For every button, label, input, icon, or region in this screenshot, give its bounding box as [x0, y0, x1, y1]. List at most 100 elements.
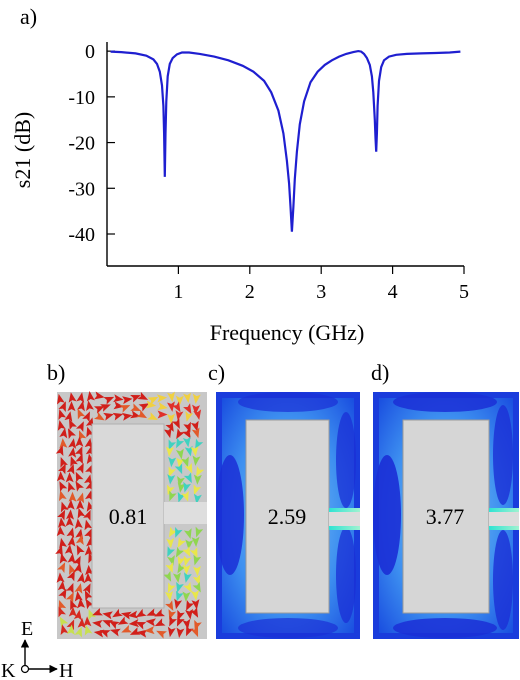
- current-arrow: [112, 412, 124, 421]
- current-arrow: [183, 481, 191, 493]
- current-arrow: [92, 619, 103, 628]
- current-arrow: [58, 463, 66, 475]
- x-tick-label: 1: [173, 281, 183, 303]
- current-arrow: [154, 608, 165, 617]
- current-arrow: [184, 462, 193, 474]
- current-arrow: [167, 582, 176, 594]
- current-arrow: [193, 493, 202, 505]
- current-arrow: [190, 446, 199, 457]
- current-arrow: [119, 405, 131, 413]
- current-arrow: [194, 619, 202, 631]
- current-arrow: [57, 420, 66, 431]
- current-arrow: [103, 412, 114, 421]
- current-arrow: [175, 448, 184, 460]
- current-arrow: [191, 427, 200, 439]
- current-arrow: [182, 436, 191, 448]
- y-tick-label: -30: [68, 178, 95, 200]
- current-arrow: [75, 462, 84, 474]
- k-label: K: [1, 660, 16, 680]
- current-arrow: [65, 591, 74, 603]
- current-arrow: [68, 438, 77, 449]
- current-arrow: [65, 472, 74, 483]
- current-arrow: [85, 598, 95, 610]
- current-arrow: [82, 583, 91, 595]
- current-arrow: [163, 427, 172, 439]
- current-arrow: [59, 616, 69, 628]
- current-arrow: [74, 583, 83, 594]
- current-arrow: [177, 482, 186, 493]
- current-arrow: [68, 606, 77, 617]
- current-arrow: [147, 396, 159, 405]
- current-arrow: [175, 395, 184, 406]
- current-arrow: [175, 410, 184, 421]
- current-arrow: [172, 401, 181, 413]
- current-arrow: [128, 619, 140, 628]
- current-arrow: [192, 455, 201, 466]
- current-arrow: [168, 466, 177, 478]
- current-arrow: [94, 391, 105, 400]
- current-arrow: [177, 609, 185, 621]
- current-arrow: [168, 456, 177, 468]
- current-arrow: [167, 391, 176, 403]
- y-tick-label: 0: [85, 41, 95, 63]
- current-arrow: [66, 463, 75, 475]
- current-arrow: [176, 615, 185, 627]
- current-arrow: [67, 536, 76, 547]
- current-arrow: [120, 611, 132, 620]
- current-arrow: [191, 536, 200, 547]
- current-arrow: [84, 572, 93, 583]
- current-arrow: [93, 406, 105, 414]
- current-arrow: [68, 491, 77, 502]
- current-arrow: [113, 401, 124, 410]
- current-arrow: [84, 528, 92, 540]
- panel-label-a: a): [20, 4, 37, 29]
- current-arrow: [181, 456, 189, 468]
- current-arrow: [57, 393, 65, 405]
- coordinate-axes: E K H: [1, 618, 73, 680]
- current-arrow: [68, 447, 77, 458]
- current-arrow: [78, 430, 87, 442]
- current-arrow: [59, 481, 68, 492]
- current-arrow: [167, 626, 176, 638]
- current-arrow: [138, 403, 150, 412]
- current-arrow: [157, 410, 168, 419]
- current-arrow: [74, 518, 83, 529]
- current-arrow: [190, 626, 199, 638]
- current-arrow: [127, 610, 139, 619]
- current-arrow: [166, 401, 175, 412]
- current-arrow: [64, 544, 73, 555]
- current-arrow: [57, 509, 66, 521]
- current-arrow: [186, 625, 194, 637]
- current-arrow: [56, 572, 65, 583]
- current-arrow: [156, 394, 168, 403]
- current-arrow: [84, 519, 93, 531]
- frequency-label-b: 0.81: [109, 504, 148, 529]
- current-arrow: [183, 472, 192, 484]
- current-arrow: [86, 400, 94, 412]
- current-arrow: [83, 616, 92, 627]
- current-arrow: [121, 624, 133, 633]
- current-arrow: [112, 608, 123, 618]
- current-arrow: [176, 590, 184, 602]
- current-arrow: [144, 626, 155, 635]
- current-arrow: [74, 446, 83, 458]
- current-arrow: [175, 527, 183, 538]
- y-tick-label: -40: [68, 224, 95, 246]
- current-arrow: [184, 572, 192, 583]
- frequency-label-c: 2.59: [268, 504, 307, 529]
- resonator-inner-c: [245, 419, 330, 614]
- current-arrow: [186, 599, 195, 611]
- current-arrow: [58, 588, 67, 600]
- current-arrow: [192, 566, 201, 577]
- current-arrow: [66, 570, 75, 582]
- current-arrow: [168, 439, 177, 451]
- current-arrow: [167, 484, 175, 496]
- series-line-s21: [110, 49, 461, 232]
- current-arrow: [75, 481, 84, 492]
- current-arrow: [59, 537, 68, 549]
- current-arrow: [74, 626, 82, 638]
- current-arrow: [56, 525, 65, 537]
- current-arrow: [84, 590, 93, 601]
- current-arrow: [57, 562, 66, 573]
- current-arrow: [58, 517, 66, 528]
